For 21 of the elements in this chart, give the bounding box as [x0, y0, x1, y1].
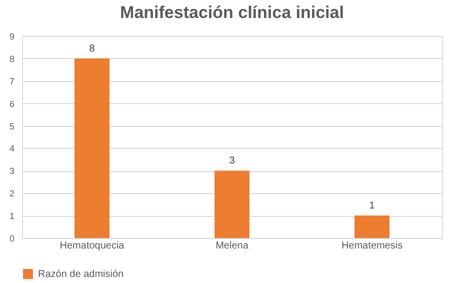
x-tick-label: Hematoquecia [60, 240, 125, 252]
y-tick-label: 9 [9, 32, 14, 42]
bar [214, 170, 250, 238]
chart-title: Manifestación clínica inicial [120, 3, 344, 22]
data-label: 8 [89, 43, 96, 54]
x-tick-label: Melena [216, 240, 249, 252]
data-label: 3 [229, 156, 236, 167]
y-tick-label: 2 [9, 188, 14, 199]
x-tick-label: Hematemesis [341, 240, 403, 252]
y-tick-label: 0 [9, 234, 14, 244]
data-label: 1 [369, 200, 376, 212]
legend-label: Razón de admisión [38, 269, 124, 280]
bar [354, 216, 390, 238]
y-tick-label: 1 [9, 211, 14, 222]
bar [74, 58, 110, 238]
y-tick-label: 8 [9, 54, 14, 64]
y-tick-label: 6 [9, 98, 14, 109]
y-tick-label: 3 [9, 166, 14, 176]
y-tick-label: 5 [9, 121, 14, 132]
y-tick-label: 4 [9, 144, 14, 154]
y-tick-label: 7 [9, 76, 14, 86]
